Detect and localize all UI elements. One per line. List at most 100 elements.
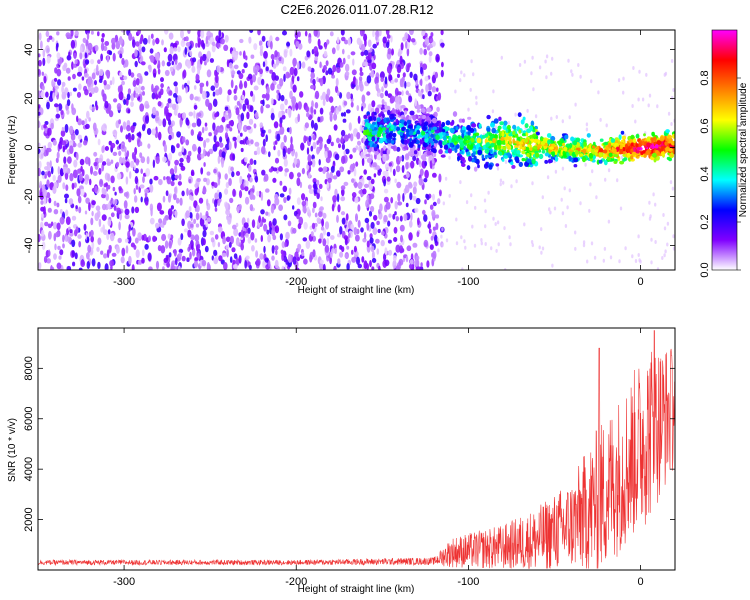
heatmap-noise-cell (236, 135, 241, 143)
heatmap-noise-cell (38, 53, 41, 58)
heatmap-noise-cell (301, 61, 306, 69)
heatmap-noise-cell (147, 252, 152, 262)
heatmap-noise-cell (204, 126, 208, 132)
heatmap-noise-cell (249, 30, 254, 33)
heatmap-faint-cell (597, 90, 600, 95)
heatmap-signal-cell (438, 140, 443, 146)
heatmap-signal-cell (493, 118, 499, 124)
heatmap-noise-cell (137, 259, 143, 265)
heatmap-noise-cell (164, 69, 170, 77)
heatmap-noise-cell (218, 191, 222, 200)
heatmap-faint-cell (437, 248, 440, 253)
heatmap-noise-cell (91, 106, 95, 112)
heatmap-noise-cell (350, 101, 354, 108)
heatmap-faint-cell (455, 241, 459, 246)
heatmap-noise-cell (83, 223, 87, 231)
heatmap-noise-cell (135, 41, 140, 47)
heatmap-noise-cell (364, 217, 370, 224)
x-tick-label: 0 (638, 576, 644, 588)
heatmap-noise-cell (239, 175, 243, 185)
heatmap-noise-cell (174, 159, 180, 166)
heatmap-noise-cell (173, 265, 176, 270)
heatmap-noise-cell (182, 69, 187, 79)
heatmap-noise-cell (197, 38, 202, 46)
heatmap-signal-cell (472, 151, 476, 156)
heatmap-noise-cell (174, 86, 179, 95)
heatmap-noise-cell (261, 169, 266, 176)
heatmap-noise-cell (88, 202, 91, 212)
heatmap-noise-cell (77, 134, 82, 140)
heatmap-noise-cell (338, 143, 341, 149)
heatmap-noise-cell (304, 30, 308, 37)
heatmap-faint-cell (532, 87, 535, 92)
heatmap-noise-cell (69, 173, 74, 182)
heatmap-faint-cell (590, 241, 594, 246)
heatmap-noise-cell (116, 172, 122, 180)
heatmap-noise-cell (40, 40, 43, 50)
heatmap-noise-cell (432, 41, 436, 47)
colorbar-tick-label: 0.6 (699, 118, 711, 133)
heatmap-noise-cell (244, 196, 250, 205)
heatmap-noise-cell (355, 84, 359, 91)
heatmap-noise-cell (313, 185, 319, 195)
heatmap-noise-cell (50, 166, 54, 175)
heatmap-noise-cell (435, 214, 440, 219)
heatmap-noise-cell (328, 96, 334, 103)
heatmap-signal-cell (599, 148, 604, 153)
heatmap-noise-cell (399, 78, 403, 88)
heatmap-noise-cell (437, 92, 442, 101)
heatmap-noise-cell (265, 92, 270, 101)
heatmap-faint-cell (496, 220, 500, 225)
heatmap-noise-cell (135, 89, 140, 94)
heatmap-noise-cell (322, 99, 326, 106)
heatmap-noise-cell (372, 227, 378, 236)
heatmap-noise-cell (126, 125, 131, 132)
heatmap-noise-cell (127, 109, 131, 114)
heatmap-noise-cell (164, 106, 169, 115)
x-tick-label: -300 (113, 276, 135, 288)
heatmap-noise-cell (339, 226, 343, 235)
heatmap-noise-cell (357, 219, 361, 228)
heatmap-noise-cell (56, 31, 60, 36)
heatmap-noise-cell (88, 178, 92, 186)
heatmap-noise-cell (111, 252, 117, 257)
heatmap-noise-cell (98, 167, 102, 175)
heatmap-noise-cell (134, 176, 139, 185)
heatmap-noise-cell (46, 192, 51, 199)
heatmap-noise-cell (334, 188, 338, 198)
heatmap-noise-cell (436, 106, 440, 112)
heatmap-noise-cell (59, 216, 65, 225)
heatmap-noise-cell (76, 91, 82, 98)
heatmap-noise-cell (64, 123, 69, 133)
heatmap-noise-cell (200, 30, 205, 39)
heatmap-signal-cell (416, 104, 421, 110)
heatmap-noise-cell (409, 192, 413, 201)
heatmap-noise-cell (212, 91, 216, 97)
heatmap-noise-cell (192, 143, 197, 152)
heatmap-noise-cell (415, 197, 421, 205)
heatmap-signal-cell (521, 133, 527, 137)
heatmap-signal-cell (455, 144, 460, 149)
heatmap-noise-cell (369, 237, 374, 244)
heatmap-noise-cell (375, 238, 380, 244)
heatmap-noise-cell (341, 188, 345, 197)
heatmap-noise-cell (292, 227, 297, 234)
heatmap-noise-cell (137, 232, 142, 240)
heatmap-signal-cell (484, 148, 490, 154)
heatmap-noise-cell (346, 245, 350, 250)
heatmap-noise-cell (203, 140, 207, 149)
heatmap-noise-cell (98, 218, 102, 228)
heatmap-noise-cell (409, 71, 413, 79)
heatmap-noise-cell (140, 61, 146, 66)
heatmap-noise-cell (429, 244, 434, 251)
heatmap-noise-cell (142, 37, 148, 45)
heatmap-noise-cell (345, 213, 349, 221)
heatmap-faint-cell (661, 256, 664, 260)
heatmap-faint-cell (487, 190, 490, 195)
heatmap-faint-cell (566, 205, 569, 210)
heatmap-noise-cell (103, 45, 108, 52)
heatmap-noise-cell (415, 79, 419, 87)
heatmap-faint-cell (484, 209, 487, 214)
heatmap-noise-cell (157, 63, 161, 70)
heatmap-noise-cell (339, 62, 344, 68)
